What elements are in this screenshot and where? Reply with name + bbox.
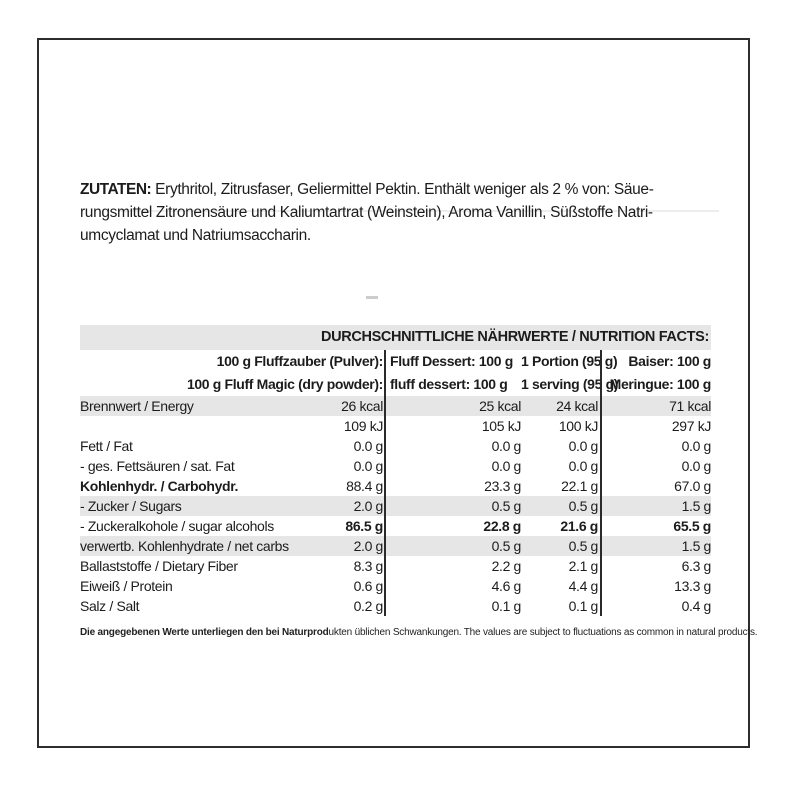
value-dessert-100g: 4.6 g: [491, 578, 522, 594]
table-row: Fett / Fat 0.0 g 0.0 g 0.0 g 0.0 g: [80, 436, 711, 456]
footnote-regular-text: ukten üblichen Schwankungen. The values …: [328, 627, 758, 638]
value-powder: 0.6 g: [353, 578, 384, 594]
table-row: Salz / Salt 0.2 g 0.1 g 0.1 g 0.4 g: [80, 596, 711, 616]
column-separator-1: [384, 350, 386, 616]
value-powder: 86.5 g: [345, 518, 383, 534]
value-per-serving: 0.5 g: [568, 498, 599, 514]
value-per-serving: 24 kcal: [556, 398, 598, 414]
column-header-product-en: 100 g Fluff Magic (dry powder):: [186, 376, 383, 392]
row-label: Fett / Fat: [80, 438, 133, 454]
column-header-dessert-de: Fluff Dessert: 100 g: [390, 353, 513, 369]
print-artifact-bottom: [366, 296, 378, 299]
value-meringue: 13.3 g: [674, 578, 711, 594]
row-label: Brennwert / Energy: [80, 398, 194, 414]
value-powder: 8.3 g: [353, 558, 384, 574]
value-per-serving: 4.4 g: [568, 578, 599, 594]
row-label: Eiweiß / Protein: [80, 578, 173, 594]
value-meringue: 1.5 g: [681, 498, 712, 514]
value-powder: 88.4 g: [346, 478, 383, 494]
value-dessert-100g: 0.0 g: [491, 458, 522, 474]
value-meringue: 67.0 g: [674, 478, 711, 494]
column-header-portion-en: 1 serving (95 g): [521, 376, 619, 392]
table-row: - ges. Fettsäuren / sat. Fat 0.0 g 0.0 g…: [80, 456, 711, 476]
column-header-product-de: 100 g Fluffzauber (Pulver):: [216, 353, 384, 369]
value-per-serving: 22.1 g: [561, 478, 598, 494]
row-label: Kohlenhydr. / Carbohydr.: [80, 478, 239, 494]
table-row: Ballaststoffe / Dietary Fiber 8.3 g 2.2 …: [80, 556, 711, 576]
row-label: - Zuckeralkohole / sugar alcohols: [80, 518, 274, 534]
value-powder: 0.0 g: [353, 438, 384, 454]
value-powder: 0.2 g: [353, 598, 384, 614]
row-label: - Zucker / Sugars: [80, 498, 182, 514]
value-dessert-100g: 105 kJ: [481, 418, 522, 434]
label-frame: [37, 38, 750, 748]
value-meringue: 65.5 g: [673, 518, 711, 534]
value-per-serving: 2.1 g: [568, 558, 599, 574]
value-dessert-100g: 0.0 g: [491, 438, 522, 454]
ingredients-line-2: rungsmittel Zitronensäure und Kaliumtart…: [80, 204, 653, 221]
table-row: - Zucker / Sugars 2.0 g 0.5 g 0.5 g 1.5 …: [80, 496, 711, 516]
value-per-serving: 0.5 g: [568, 538, 599, 554]
nutrition-table: DURCHSCHNITTLICHE NÄHRWERTE / NUTRITION …: [80, 325, 711, 616]
value-dessert-100g: 0.1 g: [491, 598, 522, 614]
ingredients-paragraph: ZUTATEN: Erythritol, Zitrusfaser, Gelier…: [80, 178, 716, 247]
value-meringue: 297 kJ: [671, 418, 712, 434]
column-header-row-en: 100 g Fluff Magic (dry powder): fluff de…: [80, 373, 711, 396]
value-powder: 109 kJ: [343, 418, 384, 434]
value-per-serving: 21.6 g: [560, 518, 598, 534]
value-per-serving: 0.0 g: [568, 438, 599, 454]
value-meringue: 71 kcal: [669, 398, 711, 414]
value-dessert-100g: 0.5 g: [491, 538, 522, 554]
column-header-baiser-en: Meringue: 100 g: [609, 376, 712, 392]
table-row: Eiweiß / Protein 0.6 g 4.6 g 4.4 g 13.3 …: [80, 576, 711, 596]
value-per-serving: 0.0 g: [568, 458, 599, 474]
column-header-portion-de: 1 Portion (95 g): [521, 353, 618, 369]
row-label: Ballaststoffe / Dietary Fiber: [80, 558, 238, 574]
value-per-serving: 0.1 g: [568, 598, 599, 614]
value-meringue: 0.4 g: [681, 598, 712, 614]
value-powder: 2.0 g: [353, 498, 384, 514]
value-meringue: 0.0 g: [681, 438, 712, 454]
table-row: verwertb. Kohlenhydrate / net carbs 2.0 …: [80, 536, 711, 556]
table-row: Brennwert / Energy 26 kcal 25 kcal 24 kc…: [80, 396, 711, 416]
value-dessert-100g: 2.2 g: [491, 558, 522, 574]
print-artifact-top: [119, 210, 719, 212]
value-meringue: 6.3 g: [681, 558, 712, 574]
value-dessert-100g: 0.5 g: [491, 498, 522, 514]
value-meringue: 0.0 g: [681, 458, 712, 474]
value-dessert-100g: 25 kcal: [479, 398, 521, 414]
column-header-dessert-en: fluff dessert: 100 g: [390, 376, 508, 392]
value-dessert-100g: 23.3 g: [484, 478, 521, 494]
column-header-row-de: 100 g Fluffzauber (Pulver): Fluff Desser…: [80, 350, 712, 373]
row-label: Salz / Salt: [80, 598, 140, 614]
row-label: verwertb. Kohlenhydrate / net carbs: [80, 538, 289, 554]
table-row: - Zuckeralkohole / sugar alcohols 86.5 g…: [80, 516, 711, 536]
ingredients-line-1: ZUTATEN: Erythritol, Zitrusfaser, Gelier…: [80, 178, 716, 201]
value-meringue: 1.5 g: [681, 538, 712, 554]
value-powder: 0.0 g: [353, 458, 384, 474]
value-per-serving: 100 kJ: [558, 418, 599, 434]
nutrition-table-title: DURCHSCHNITTLICHE NÄHRWERTE / NUTRITION …: [80, 325, 711, 350]
ingredients-line-1-text: Erythritol, Zitrusfaser, Geliermittel Pe…: [151, 181, 654, 198]
footnote: Die angegebenen Werte unterliegen den be…: [80, 627, 758, 638]
table-row: 109 kJ 105 kJ 100 kJ 297 kJ: [80, 416, 712, 436]
nutrition-rows: Brennwert / Energy 26 kcal 25 kcal 24 kc…: [80, 396, 711, 616]
value-powder: 26 kcal: [341, 398, 383, 414]
value-dessert-100g: 22.8 g: [483, 518, 521, 534]
footnote-bold-text: Die angegebenen Werte unterliegen den be…: [80, 627, 329, 638]
ingredients-label: ZUTATEN:: [80, 181, 152, 198]
table-row: Kohlenhydr. / Carbohydr. 88.4 g 23.3 g 2…: [80, 476, 711, 496]
row-label: - ges. Fettsäuren / sat. Fat: [80, 458, 235, 474]
column-separator-2: [600, 350, 602, 616]
value-powder: 2.0 g: [353, 538, 384, 554]
column-header-baiser-de: Baiser: 100 g: [628, 353, 711, 369]
ingredients-line-3: umcyclamat und Natriumsaccharin.: [80, 227, 311, 244]
